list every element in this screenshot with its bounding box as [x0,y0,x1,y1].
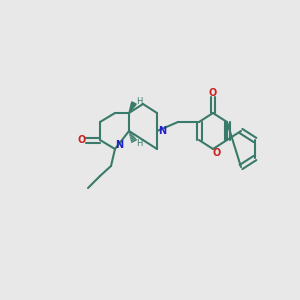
Text: N: N [115,140,123,150]
Text: N: N [158,126,166,136]
Text: O: O [213,148,221,158]
Text: O: O [209,88,217,98]
Text: O: O [78,135,86,145]
Text: H: H [136,97,142,106]
Text: H: H [136,139,142,148]
Polygon shape [129,102,136,113]
